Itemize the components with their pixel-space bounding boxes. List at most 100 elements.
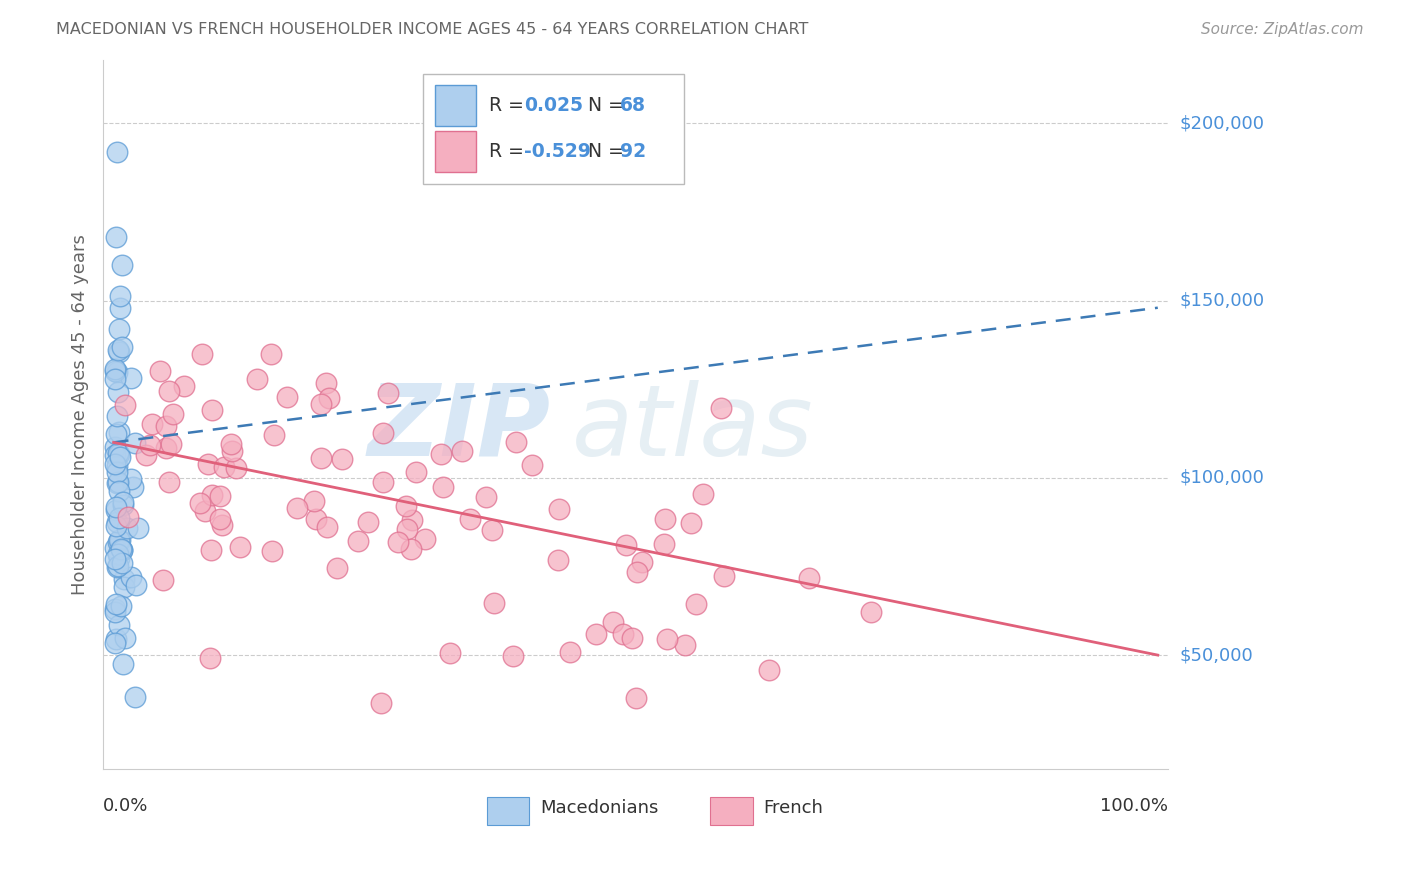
- Point: [401, 513, 423, 527]
- Point: [108, 511, 131, 525]
- FancyBboxPatch shape: [486, 797, 529, 825]
- Point: [399, 541, 422, 556]
- Point: [432, 480, 454, 494]
- Point: [115, 521, 138, 535]
- Text: Source: ZipAtlas.com: Source: ZipAtlas.com: [1201, 22, 1364, 37]
- Point: [120, 370, 142, 384]
- Point: [370, 696, 392, 710]
- Point: [482, 595, 505, 609]
- Point: [112, 572, 135, 586]
- Point: [105, 365, 128, 379]
- Point: [104, 541, 127, 556]
- Point: [124, 435, 146, 450]
- Point: [209, 489, 232, 503]
- Point: [107, 534, 129, 549]
- Point: [155, 419, 177, 434]
- Point: [602, 615, 624, 629]
- FancyBboxPatch shape: [423, 74, 683, 184]
- Text: Macedonians: Macedonians: [540, 798, 658, 816]
- Point: [107, 558, 129, 573]
- Text: R =: R =: [489, 96, 530, 115]
- Text: 92: 92: [620, 142, 645, 161]
- Point: [114, 631, 136, 645]
- Point: [104, 449, 127, 463]
- Point: [450, 444, 472, 458]
- Point: [120, 570, 142, 584]
- Point: [481, 523, 503, 537]
- Text: 0.025: 0.025: [524, 96, 583, 115]
- Point: [387, 535, 409, 549]
- FancyBboxPatch shape: [436, 131, 475, 172]
- Point: [200, 543, 222, 558]
- Point: [208, 512, 231, 526]
- Point: [122, 480, 145, 494]
- Point: [108, 344, 131, 359]
- Point: [371, 475, 394, 490]
- Point: [111, 543, 134, 558]
- Point: [107, 384, 129, 399]
- Point: [614, 538, 637, 552]
- Point: [713, 569, 735, 583]
- Text: N =: N =: [576, 96, 630, 115]
- Point: [105, 476, 128, 491]
- Point: [105, 519, 128, 533]
- Point: [859, 605, 882, 619]
- Point: [107, 617, 129, 632]
- Point: [458, 512, 481, 526]
- Point: [110, 599, 132, 614]
- Point: [197, 457, 219, 471]
- Point: [246, 371, 269, 385]
- Point: [318, 391, 340, 405]
- Point: [111, 556, 134, 570]
- Point: [612, 627, 634, 641]
- Point: [107, 465, 129, 479]
- Point: [105, 502, 128, 516]
- Point: [107, 322, 129, 336]
- Point: [326, 561, 349, 575]
- Point: [107, 475, 129, 489]
- Point: [309, 451, 332, 466]
- Text: 68: 68: [620, 96, 645, 115]
- Point: [157, 384, 180, 398]
- Point: [371, 425, 394, 440]
- Text: French: French: [763, 798, 824, 816]
- Point: [104, 427, 127, 442]
- Point: [105, 598, 128, 612]
- Point: [548, 502, 571, 516]
- Point: [624, 690, 647, 705]
- Point: [315, 376, 337, 390]
- Point: [188, 496, 211, 510]
- Point: [621, 631, 644, 645]
- Point: [141, 417, 163, 432]
- Point: [710, 401, 733, 415]
- Point: [104, 361, 127, 376]
- Point: [111, 495, 134, 509]
- Point: [413, 532, 436, 546]
- Point: [162, 407, 184, 421]
- Text: MACEDONIAN VS FRENCH HOUSEHOLDER INCOME AGES 45 - 64 YEARS CORRELATION CHART: MACEDONIAN VS FRENCH HOUSEHOLDER INCOME …: [56, 22, 808, 37]
- Point: [124, 690, 146, 704]
- Point: [315, 520, 337, 534]
- Point: [149, 364, 172, 378]
- Point: [558, 645, 581, 659]
- Text: $150,000: $150,000: [1180, 292, 1264, 310]
- Point: [105, 560, 128, 574]
- Point: [221, 444, 243, 458]
- Point: [302, 493, 325, 508]
- Point: [107, 343, 129, 357]
- Point: [631, 556, 654, 570]
- Point: [673, 638, 696, 652]
- Point: [212, 459, 235, 474]
- Point: [160, 436, 183, 450]
- Point: [104, 636, 127, 650]
- Point: [108, 533, 131, 547]
- Point: [159, 475, 181, 490]
- Point: [104, 632, 127, 646]
- Point: [395, 500, 418, 514]
- Point: [194, 504, 217, 518]
- Point: [112, 498, 135, 512]
- Point: [107, 551, 129, 566]
- Point: [173, 379, 195, 393]
- Text: atlas: atlas: [572, 380, 814, 476]
- Point: [108, 301, 131, 315]
